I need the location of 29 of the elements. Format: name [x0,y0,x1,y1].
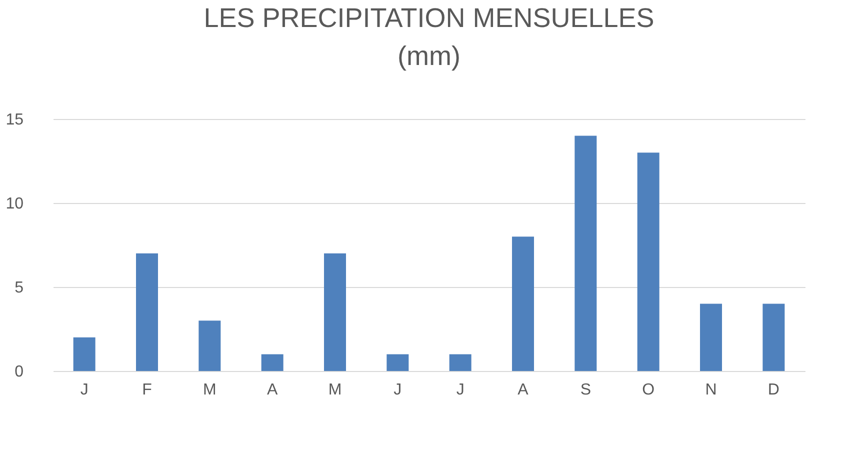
y-tick-label: 5 [14,280,24,296]
x-tick-label: O [642,382,655,398]
bar [73,337,96,371]
x-tick-label: J [394,382,402,398]
bar [512,236,534,371]
bar [449,354,472,371]
x-tick-label: J [80,382,88,398]
x-tick-label: M [328,382,342,398]
bar [574,136,597,371]
bar [762,304,785,371]
x-tick-label: J [456,382,464,398]
bar [386,354,409,371]
x-tick-label: F [142,382,152,398]
bar [324,253,346,371]
x-tick-label: A [266,382,278,398]
x-tick-label: D [768,382,780,398]
bar [198,320,221,371]
bar [700,304,722,371]
bar [637,152,660,371]
x-tick-label: A [518,382,529,398]
x-tick-label: M [203,382,216,398]
bar [136,253,158,371]
y-tick-label: 15 [6,112,24,128]
x-tick-label: S [580,382,592,398]
bar [261,354,284,371]
y-tick-label: 10 [6,196,24,212]
x-tick-label: N [705,382,717,398]
chart-title: LES PRECIPITATION MENSUELLES (mm) [204,3,654,71]
y-tick-label: 0 [14,364,24,380]
